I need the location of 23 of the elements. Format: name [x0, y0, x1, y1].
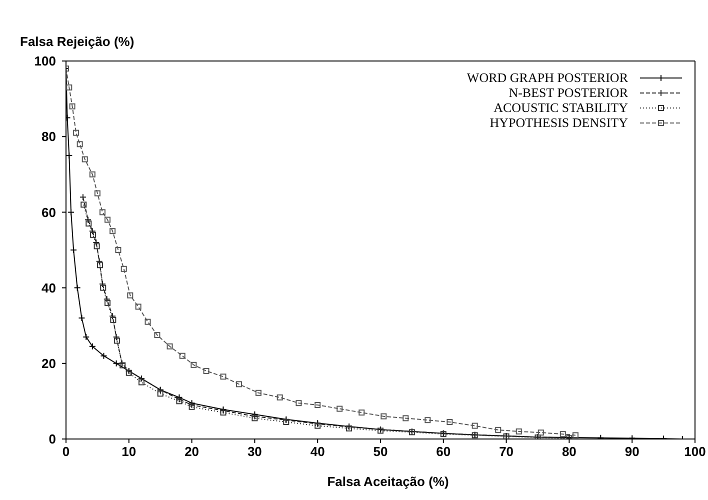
legend-label: ACOUSTIC STABILITY — [494, 100, 628, 115]
y-axis-title: Falsa Rejeição (%) — [20, 34, 134, 49]
x-tick-label: 70 — [499, 444, 514, 460]
x-tick-label: 40 — [310, 444, 325, 460]
y-tick-label: 60 — [42, 204, 56, 220]
legend-label: N-BEST POSTERIOR — [508, 85, 628, 100]
y-tick-label: 40 — [42, 280, 56, 296]
x-tick-label: 60 — [436, 444, 451, 460]
legend-label: HYPOTHESIS DENSITY — [490, 115, 628, 130]
y-tick-label: 0 — [48, 432, 56, 447]
x-axis-title: Falsa Aceitação (%) — [326, 474, 450, 489]
x-tick-label: 80 — [562, 444, 576, 460]
x-tick-label: 90 — [624, 444, 640, 460]
x-tick-label: 100 — [684, 444, 706, 460]
x-tick-label: 20 — [184, 444, 200, 460]
x-tick-label: 0 — [62, 444, 70, 460]
legend-label: WORD GRAPH POSTERIOR — [466, 70, 628, 85]
y-tick-label: 100 — [34, 54, 56, 69]
y-tick-label: 20 — [42, 356, 56, 372]
x-tick-label: 30 — [247, 444, 262, 460]
x-tick-label: 10 — [122, 444, 136, 460]
x-tick-label: 50 — [373, 444, 388, 460]
y-tick-label: 80 — [42, 129, 56, 144]
